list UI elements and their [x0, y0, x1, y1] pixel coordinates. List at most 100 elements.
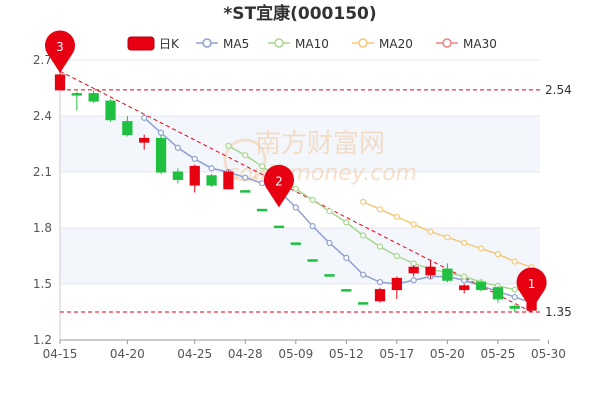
x-tick-label: 05-25	[480, 347, 515, 361]
candle-body	[155, 137, 167, 173]
candle	[71, 91, 82, 111]
candle	[374, 287, 386, 303]
candle-body	[206, 175, 217, 186]
ma5-point	[157, 129, 165, 136]
candle	[189, 164, 200, 193]
candle-body	[290, 242, 301, 245]
candle-body	[374, 289, 386, 302]
ma10-point	[343, 219, 350, 226]
candle	[290, 242, 301, 245]
ma20-point	[427, 228, 434, 235]
legend: 日K MA5 MA10 MA20 MA30	[127, 36, 497, 51]
candle	[341, 289, 352, 292]
marker-pin-label: 2	[275, 174, 283, 188]
ma20-point	[461, 239, 468, 247]
ma5-point	[326, 239, 333, 247]
reference-lines: 2.54 1.35	[60, 83, 572, 319]
candle-body	[71, 93, 82, 96]
candle-body	[88, 93, 99, 102]
candle	[223, 170, 234, 190]
chart-title: *ST宜康(000150)	[223, 3, 376, 24]
candle-body	[391, 277, 402, 291]
y-axis: 1.2 1.5 1.8 2.1 2.4 2.7	[33, 53, 61, 347]
ma20-point	[360, 198, 367, 205]
ma5-point	[511, 293, 518, 301]
legend-item-ma10: MA10	[268, 37, 329, 51]
plot-band	[60, 172, 540, 228]
candle	[155, 134, 167, 174]
candle-body	[442, 268, 453, 281]
candle-body	[307, 259, 318, 262]
ma5-point	[208, 165, 215, 172]
ma10-point	[376, 243, 384, 250]
ma20-point	[494, 251, 501, 258]
candle-body	[256, 208, 268, 212]
candle-body	[341, 289, 352, 292]
ma10-point	[461, 273, 468, 280]
y-tick-label: 2.1	[33, 165, 52, 179]
x-tick-label: 05-12	[329, 347, 364, 361]
candle	[492, 285, 504, 303]
x-tick-label: 04-20	[110, 347, 145, 361]
ma10-point	[292, 185, 299, 192]
candle-body	[459, 285, 470, 291]
candle-body	[509, 305, 520, 309]
x-tick-label: 04-25	[177, 347, 212, 361]
candle	[442, 263, 453, 283]
plot-bands	[60, 60, 540, 340]
ma5-point	[292, 204, 299, 211]
candle-body	[358, 302, 369, 305]
legend-label: 日K	[159, 37, 180, 51]
legend-item-ma5: MA5	[196, 37, 249, 51]
ma20-point	[511, 258, 518, 265]
legend-label: MA30	[463, 37, 497, 51]
ma10-point	[242, 152, 249, 159]
candle-body	[223, 171, 234, 190]
ma10-point	[259, 163, 266, 170]
marker-pin: 2	[263, 164, 294, 208]
legend-symbol-dot	[202, 38, 212, 48]
ma5-point	[360, 271, 367, 278]
y-tick-label: 2.7	[33, 53, 52, 67]
x-tick-label: 04-15	[43, 347, 78, 361]
ma20-point	[393, 213, 400, 220]
legend-item-ma20: MA20	[352, 37, 413, 51]
reference-line-label: 2.54	[545, 83, 572, 97]
ma10-point	[360, 232, 367, 239]
marker-pin-shape	[263, 164, 294, 208]
candle-body	[324, 274, 335, 277]
markers: 3 2 1	[45, 30, 547, 310]
candle	[139, 134, 150, 150]
candle-body	[139, 137, 150, 143]
legend-label: MA5	[223, 37, 249, 51]
ma20-point	[444, 234, 451, 241]
legend-item-kline: 日K	[127, 36, 180, 51]
candle-body	[425, 266, 436, 276]
trend-line-path	[59, 70, 532, 313]
candle	[509, 304, 520, 312]
ma10-point	[410, 260, 417, 267]
y-tick-label: 1.2	[33, 333, 52, 347]
candle-body	[240, 190, 251, 193]
marker-pin: 3	[45, 30, 75, 73]
ma5-point	[141, 114, 148, 121]
legend-symbol-dot	[358, 38, 368, 48]
watermark-en: southmoney.com	[228, 161, 417, 186]
plot-band	[60, 60, 540, 116]
plot-band	[60, 228, 540, 284]
candle	[172, 168, 184, 184]
y-tick-label: 1.8	[33, 221, 52, 235]
ma10-point	[225, 142, 232, 149]
candle-body	[475, 281, 487, 291]
candle	[240, 190, 251, 193]
candle	[206, 173, 217, 187]
ma5-point	[242, 174, 249, 181]
candle	[358, 302, 369, 305]
candle-body	[122, 121, 133, 136]
candle	[391, 276, 402, 299]
candle-body	[273, 225, 285, 229]
ma10-point	[326, 208, 333, 215]
candle	[256, 208, 268, 212]
